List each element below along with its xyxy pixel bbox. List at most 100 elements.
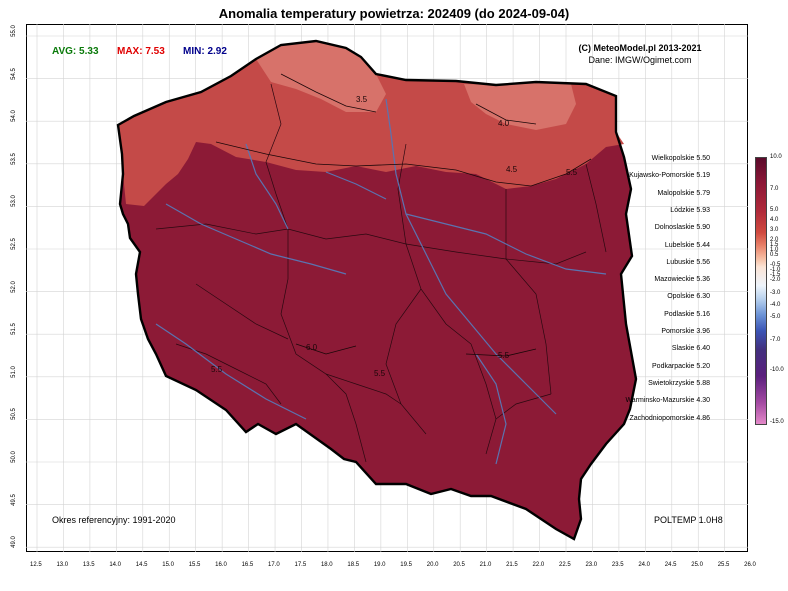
colorbar-tick-label: -15.0 bbox=[770, 419, 784, 425]
colorbar-tick-label: 10.0 bbox=[770, 154, 782, 160]
region-value: Podkarpackie 5.20 bbox=[652, 362, 710, 370]
region-value: Lubuskie 5.56 bbox=[666, 258, 710, 266]
x-tick-label: 17.0 bbox=[268, 562, 280, 568]
x-tick-label: 17.5 bbox=[294, 562, 307, 568]
x-tick-label: 15.0 bbox=[162, 562, 174, 568]
contour-label: 5.5 bbox=[566, 168, 578, 177]
x-tick-label: 25.0 bbox=[691, 562, 703, 568]
y-tick-label: 49.5 bbox=[10, 493, 17, 506]
y-tick-label: 51.5 bbox=[10, 323, 17, 336]
region-value: Kujawsko-Pomorskie 5.19 bbox=[629, 172, 710, 180]
y-tick-label: 50.5 bbox=[10, 408, 17, 421]
colorbar-tick-label: -4.0 bbox=[770, 302, 781, 308]
region-value: Opolskie 6.30 bbox=[667, 293, 710, 301]
region-value: Lubelskie 5.44 bbox=[664, 241, 710, 249]
y-tick-label: 52.5 bbox=[10, 238, 17, 250]
colorbar-tick-label: 5.0 bbox=[770, 207, 779, 213]
region-value: Dolnoslaskie 5.90 bbox=[654, 224, 710, 232]
y-tick-label: 52.0 bbox=[10, 280, 17, 293]
x-tick-label: 19.0 bbox=[373, 562, 386, 568]
model-label: POLTEMP 1.0H8 bbox=[654, 515, 723, 525]
x-tick-label: 15.5 bbox=[188, 562, 201, 568]
x-tick-label: 16.5 bbox=[241, 562, 254, 568]
y-tick-label: 54.5 bbox=[10, 67, 17, 80]
y-tick-label: 51.0 bbox=[10, 365, 17, 378]
y-tick-label: 50.0 bbox=[10, 451, 17, 463]
colorbar-tick-label: -1.5 bbox=[770, 272, 781, 278]
x-tick-label: 21.0 bbox=[479, 562, 492, 568]
colorbar-tick-label: 1.0 bbox=[770, 247, 779, 253]
coastal-light-zone-2 bbox=[464, 82, 576, 130]
x-tick-label: 22.0 bbox=[532, 562, 545, 568]
x-tick-label: 18.5 bbox=[347, 562, 360, 568]
colorbar-tick-label: 3.0 bbox=[770, 227, 779, 233]
map-frame bbox=[26, 24, 748, 552]
coastal-light-zone-1 bbox=[256, 41, 386, 112]
colorbar-tick-label: -7.0 bbox=[770, 337, 781, 343]
credits: (C) MeteoModel.pl 2013-2021 Dane: IMGW/O… bbox=[560, 42, 720, 66]
colorbar-tick-label: 4.0 bbox=[770, 217, 779, 223]
colorbar-tick-label: -10.0 bbox=[770, 367, 784, 373]
region-value: Lódzkie 5.93 bbox=[670, 206, 710, 214]
x-tick-label: 12.5 bbox=[30, 562, 42, 568]
rivers bbox=[155, 98, 607, 465]
region-value: Swietokrzyskie 5.88 bbox=[648, 379, 710, 387]
region-value: Podlaskie 5.16 bbox=[664, 310, 710, 318]
region-value: Mazowieckie 5.36 bbox=[654, 276, 710, 284]
contour-label: 5.5 bbox=[374, 369, 386, 378]
x-tick-label: 21.5 bbox=[506, 562, 518, 568]
x-tick-label: 14.0 bbox=[109, 562, 122, 568]
contour-label: 3.5 bbox=[356, 95, 368, 104]
colorbar-tick-label: -3.0 bbox=[770, 290, 781, 296]
map-title: Anomalia temperatury powietrza: 202409 (… bbox=[218, 6, 570, 21]
x-tick-label: 13.0 bbox=[56, 562, 69, 568]
region-value: Warminsko-Mazurskie 4.30 bbox=[625, 397, 710, 405]
y-tick-label: 55.0 bbox=[10, 25, 17, 37]
colorbar-tick-label: -0.5 bbox=[770, 262, 781, 268]
colorbar-tick-label: 2.0 bbox=[770, 237, 779, 243]
region-value: Slaskie 6.40 bbox=[671, 345, 710, 353]
x-tick-label: 23.5 bbox=[611, 562, 624, 568]
x-tick-label: 24.5 bbox=[664, 562, 677, 568]
region-value: Wielkopolskie 5.50 bbox=[651, 155, 710, 162]
data-source-text: Dane: IMGW/Ogimet.com bbox=[588, 55, 692, 65]
max-stat: MAX: 7.53 bbox=[117, 46, 165, 57]
country-border bbox=[116, 39, 638, 541]
contour-label: 6.0 bbox=[306, 343, 318, 352]
colorbar-tick-label: -2.0 bbox=[770, 277, 781, 283]
x-tick-label: 22.5 bbox=[559, 562, 571, 568]
region-value: Pomorskie 3.96 bbox=[661, 328, 710, 335]
x-tick-label: 19.5 bbox=[400, 562, 412, 568]
x-tick-label: 20.0 bbox=[426, 562, 439, 568]
colorbar-tick-label: 7.0 bbox=[770, 186, 779, 192]
north-anomaly-band bbox=[118, 41, 624, 206]
x-tick-label: 18.0 bbox=[320, 562, 333, 568]
x-tick-label: 23.0 bbox=[585, 562, 598, 568]
contour-label: 5.5 bbox=[498, 351, 510, 360]
contour-label: 4.0 bbox=[498, 119, 510, 128]
x-tick-label: 25.5 bbox=[717, 562, 730, 568]
colorbar-tick-label: -1.0 bbox=[770, 267, 781, 273]
temperature-anomaly-map: 3.5 4.0 4.5 5.5 6.0 5.5 5.5 5.5 bbox=[26, 24, 748, 552]
x-tick-label: 14.5 bbox=[135, 562, 148, 568]
x-tick-label: 24.0 bbox=[638, 562, 651, 568]
colorbar bbox=[755, 157, 767, 425]
contour-label: 4.5 bbox=[506, 165, 518, 174]
x-tick-label: 13.5 bbox=[82, 562, 95, 568]
reference-period: Okres referencyjny: 1991-2020 bbox=[52, 515, 176, 525]
x-tick-label: 26.0 bbox=[744, 562, 756, 568]
y-tick-label: 53.0 bbox=[10, 195, 17, 208]
colorbar-tick-label: -5.0 bbox=[770, 314, 781, 320]
colorbar-tick-label: 1.5 bbox=[770, 242, 779, 248]
contour-lines bbox=[215, 73, 592, 357]
y-tick-label: 49.0 bbox=[10, 536, 17, 549]
region-value: Zachodniopomorskie 4.86 bbox=[629, 414, 710, 422]
x-tick-label: 20.5 bbox=[453, 562, 465, 568]
avg-stat: AVG: 5.33 bbox=[52, 46, 99, 57]
colorbar-tick-label: 0.5 bbox=[770, 252, 779, 258]
x-tick-label: 16.0 bbox=[215, 562, 227, 568]
min-stat: MIN: 2.92 bbox=[183, 46, 227, 57]
y-tick-label: 54.0 bbox=[10, 110, 17, 123]
y-tick-label: 53.5 bbox=[10, 152, 17, 165]
contour-label: 5.5 bbox=[211, 365, 223, 374]
